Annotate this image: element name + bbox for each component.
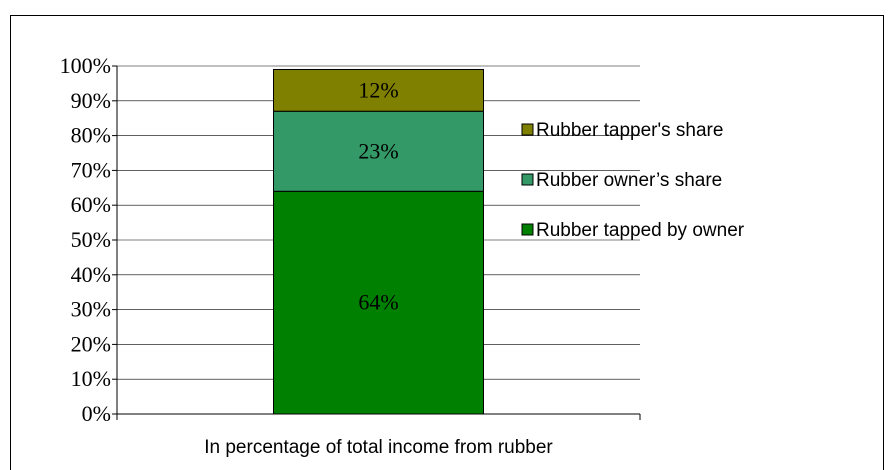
y-tick-label: 70% (71, 157, 111, 182)
y-tick-label: 50% (71, 227, 111, 252)
y-tick-label: 60% (71, 192, 111, 217)
legend-label: Rubber owner’s share (536, 170, 722, 191)
y-tick-label: 90% (71, 88, 111, 113)
legend-label: Rubber tapper's share (536, 120, 723, 141)
y-tick-label: 10% (71, 366, 111, 391)
y-tick-label: 80% (71, 123, 111, 148)
data-label: 12% (358, 77, 398, 102)
data-label: 23% (358, 138, 398, 163)
x-tick-label: In percentage of total income from rubbe… (204, 437, 553, 458)
data-label: 64% (358, 290, 398, 315)
y-tick-label: 100% (60, 53, 111, 78)
bar-segment (273, 110, 484, 192)
legend-swatch (521, 223, 534, 236)
y-tick-label: 30% (71, 297, 111, 322)
bar-segment (273, 190, 484, 415)
y-tick-label: 20% (71, 331, 111, 356)
y-tick-label: 0% (82, 401, 111, 426)
y-tick-label: 40% (71, 262, 111, 287)
legend-label: Rubber tapped by owner (536, 220, 745, 241)
bar-segment (273, 68, 484, 112)
legend-swatch (521, 123, 534, 136)
legend-swatch (521, 173, 534, 186)
